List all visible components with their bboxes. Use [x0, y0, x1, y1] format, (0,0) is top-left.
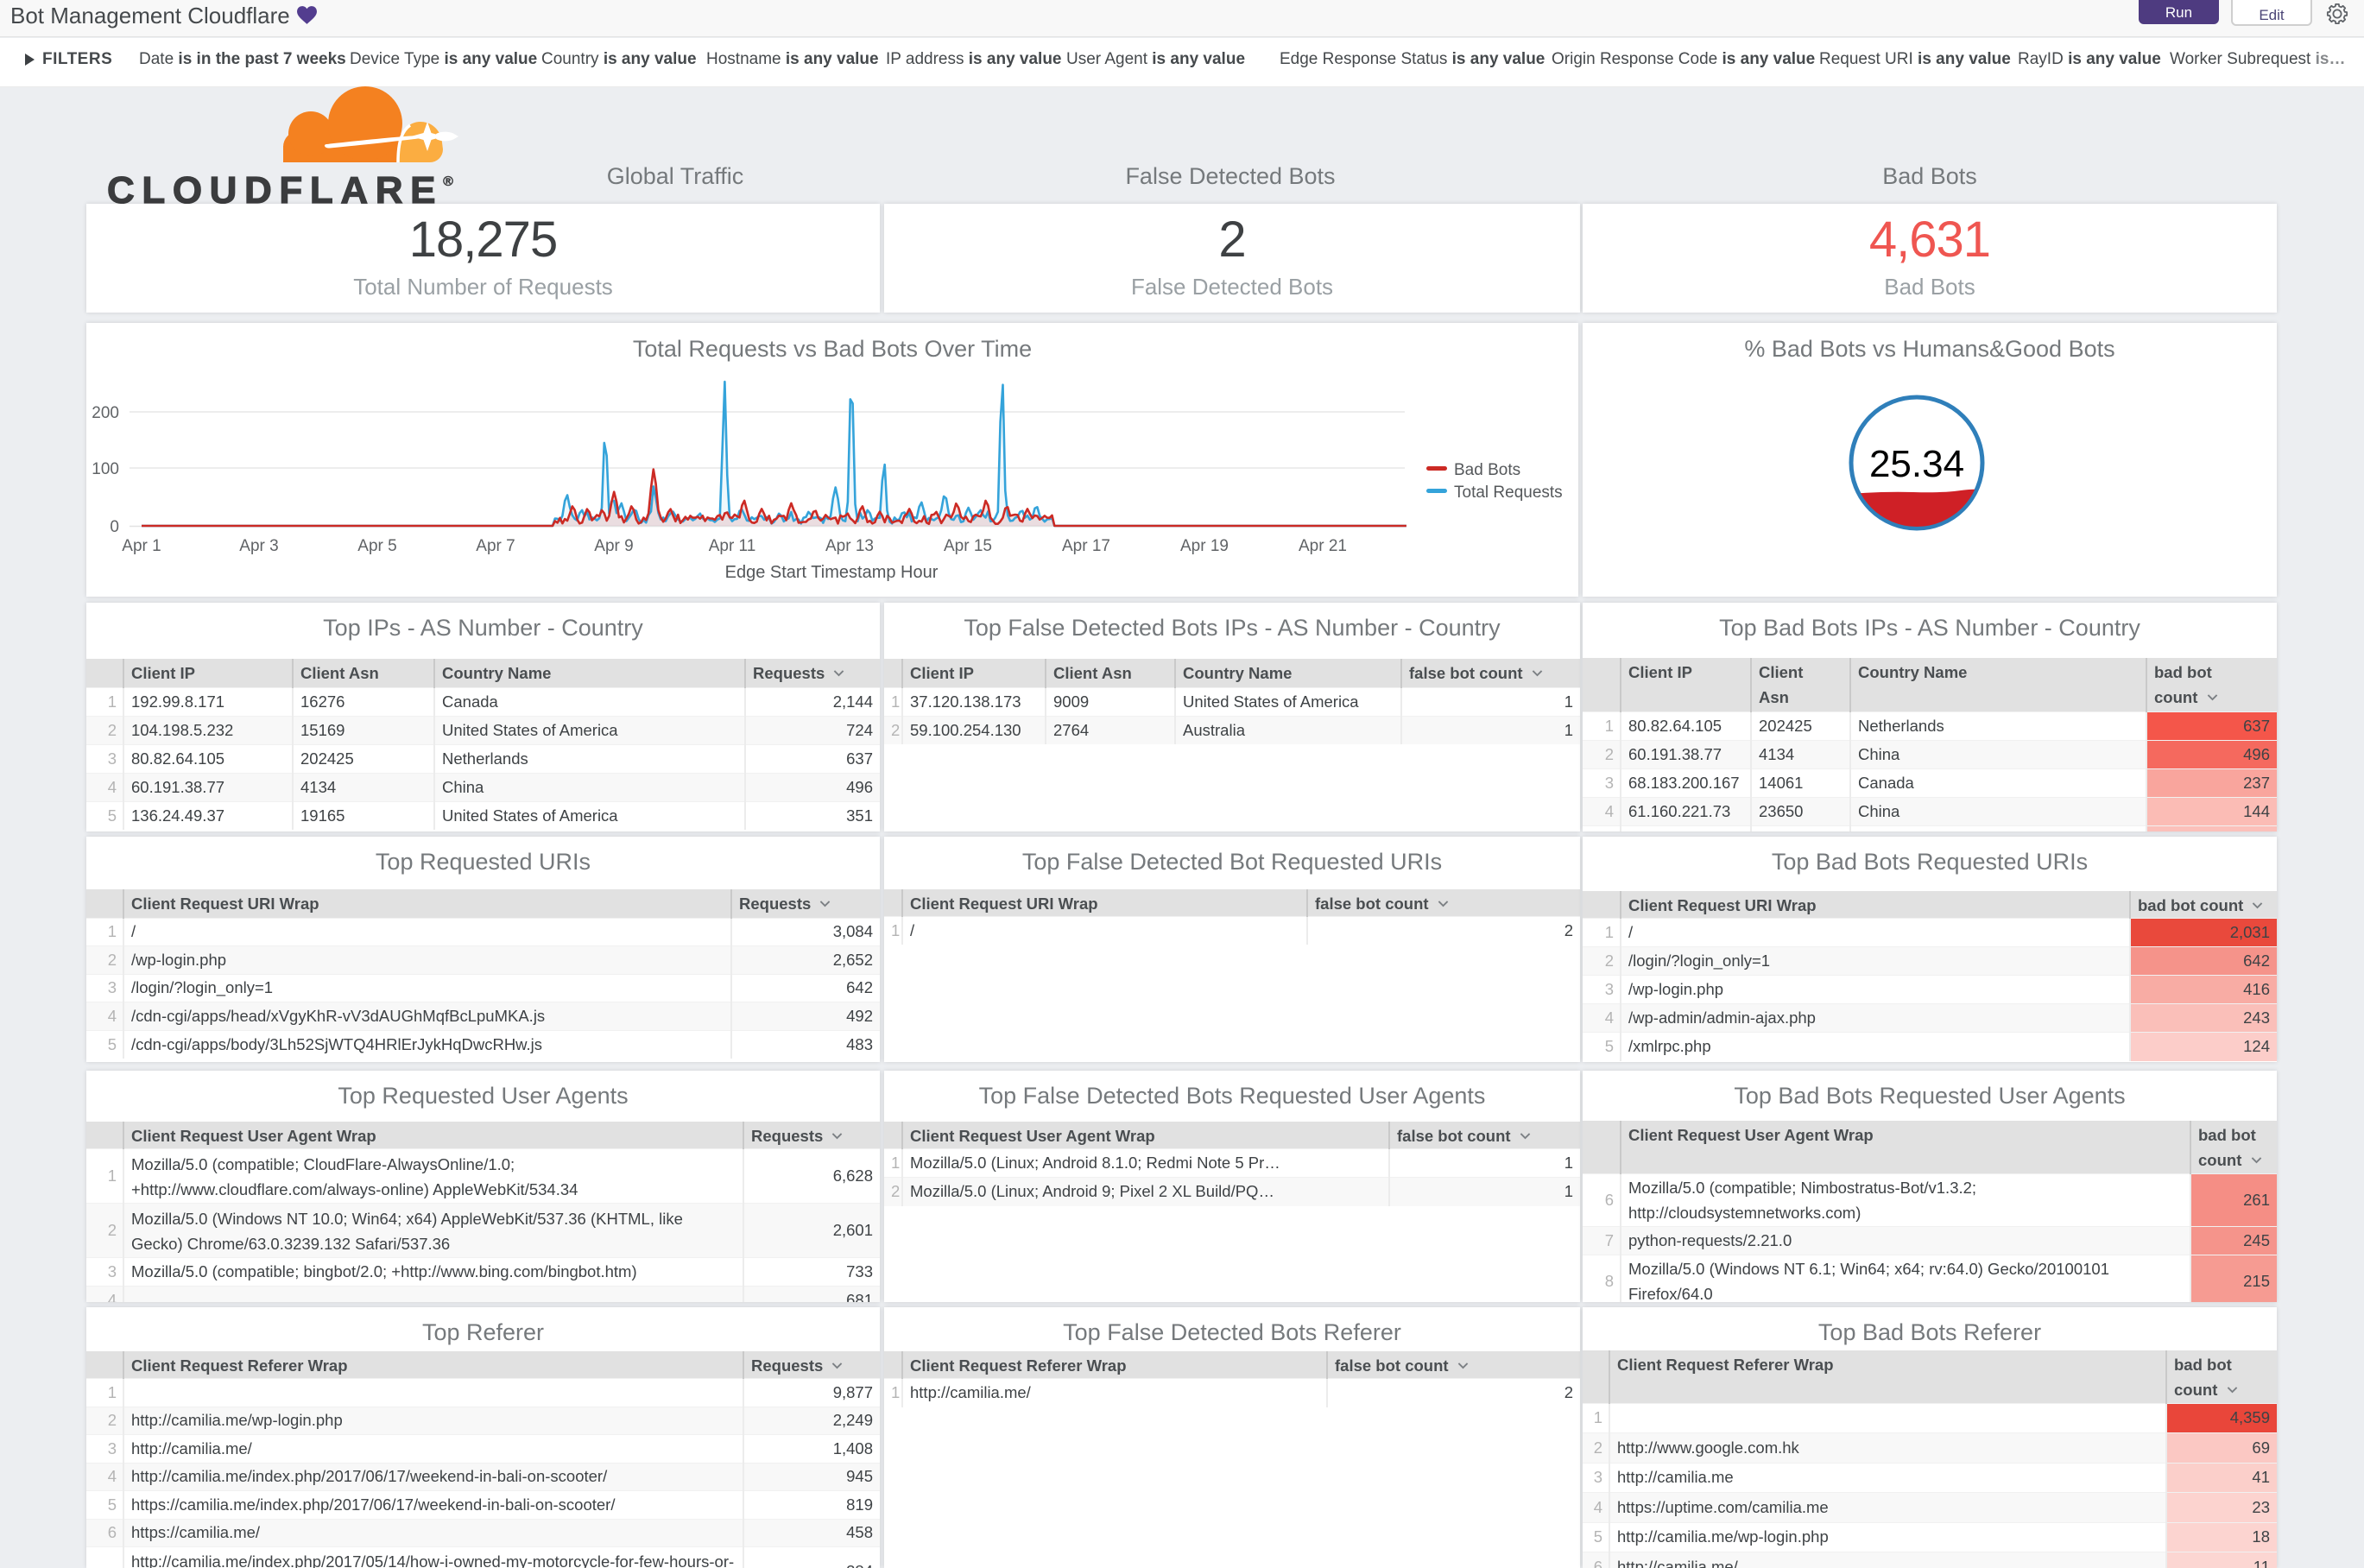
svg-text:0: 0	[110, 518, 119, 536]
svg-text:Bad Bots: Bad Bots	[1454, 461, 1520, 479]
svg-text:Apr 1: Apr 1	[122, 537, 161, 555]
svg-text:Apr 11: Apr 11	[709, 537, 756, 555]
svg-text:25.34: 25.34	[1869, 443, 1964, 485]
svg-text:Apr 15: Apr 15	[944, 537, 992, 555]
svg-text:Apr 5: Apr 5	[357, 537, 396, 555]
svg-text:Apr 7: Apr 7	[476, 537, 515, 555]
svg-text:Apr 13: Apr 13	[825, 537, 874, 555]
svg-text:Apr 17: Apr 17	[1062, 537, 1110, 555]
svg-text:Total Requests: Total Requests	[1454, 484, 1563, 502]
svg-text:Apr 3: Apr 3	[239, 537, 278, 555]
svg-text:Apr 21: Apr 21	[1299, 537, 1347, 555]
svg-text:Apr 19: Apr 19	[1180, 537, 1229, 555]
svg-text:100: 100	[92, 460, 119, 478]
svg-text:200: 200	[92, 404, 119, 422]
svg-text:Apr 9: Apr 9	[594, 537, 633, 555]
svg-text:Edge Start Timestamp Hour: Edge Start Timestamp Hour	[725, 563, 939, 582]
